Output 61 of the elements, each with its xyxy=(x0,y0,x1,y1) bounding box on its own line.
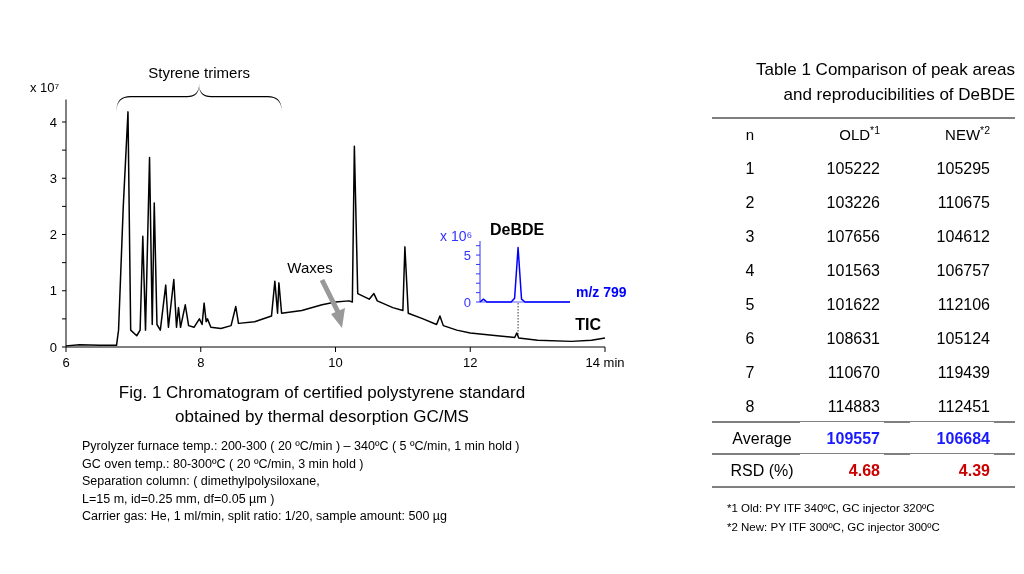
data-label: 106757 xyxy=(936,262,991,279)
y-tick-label: 1 xyxy=(745,160,755,177)
data-label: 106684 xyxy=(936,430,991,447)
y-tick-label: 3 xyxy=(49,170,57,186)
chart-title: Table 1 Comparison of peak areas and reproducibilities of DeBDE xyxy=(756,60,1015,104)
data-label: 114883 xyxy=(827,398,881,415)
y-tick-label: 5 xyxy=(745,296,755,313)
y-tick-label: 5 xyxy=(463,247,471,263)
text: *2 New: PY ITF 300ºC, GC injector 300ºC xyxy=(727,521,940,533)
y-tick-label: 0 xyxy=(463,294,471,310)
x-tick-label: 12 xyxy=(463,355,478,370)
data-label: 105222 xyxy=(826,160,881,177)
y-axis-title: x 10⁷ xyxy=(30,79,60,95)
text: *1 Old: PY ITF 340ºC, GC injector 320ºC xyxy=(727,502,935,514)
data-label: 108631 xyxy=(826,330,881,347)
series-label: TIC xyxy=(575,316,602,333)
y-tick-label: 4 xyxy=(49,114,57,130)
series-label: m/z 799 xyxy=(576,284,627,300)
text: Pyrolyzer furnace temp.: 200-300 ( 20 ºC/min ) – 340ºC ( 5 ºC/min, 1 min hold ) xyxy=(82,439,520,453)
text: Fig. 1 Chromatogram of certified polystyrene standard obtained by thermal desorption GC/MS xyxy=(118,383,526,426)
x-tick-label: NEW$^{*2}$ xyxy=(945,124,991,143)
y-tick-label: 0 xyxy=(49,339,57,355)
y-tick-label: 3 xyxy=(745,228,755,245)
y-tick-label: 7 xyxy=(745,364,755,381)
data-label: 4.39 xyxy=(958,462,991,479)
data-label: 110675 xyxy=(937,194,991,211)
data-label: 4.68 xyxy=(848,462,881,479)
chart-title: DeBDE xyxy=(490,221,545,238)
data-label: 101622 xyxy=(826,296,881,313)
data-label: 101563 xyxy=(826,262,881,279)
data-label: 112451 xyxy=(937,398,991,415)
text: Styrene trimers xyxy=(148,64,250,81)
data-label: 104612 xyxy=(936,228,991,245)
data-label: 119439 xyxy=(937,364,991,381)
x-tick-label: 10 xyxy=(328,355,343,370)
y-tick-label: 2 xyxy=(49,227,57,243)
data-label: 112106 xyxy=(937,296,991,313)
text: L=15 m, id=0.25 mm, df=0.05 µm ) xyxy=(82,491,275,506)
x-tick-label: 8 xyxy=(197,355,205,370)
y-tick-label: 4 xyxy=(745,262,755,279)
x-tick-label: 14 min xyxy=(585,355,625,370)
y-tick-label: 6 xyxy=(745,330,755,347)
data-label: 103226 xyxy=(826,194,881,211)
data-label: 105295 xyxy=(936,160,991,177)
text: Separation column: ( dimethylpolysiloxane, xyxy=(82,474,320,488)
y-tick-label: RSD (%) xyxy=(730,462,794,479)
annotation: Waxes xyxy=(287,259,333,276)
y-tick-label: 2 xyxy=(745,194,755,211)
data-label: 109557 xyxy=(826,430,881,447)
y-axis-title: x 10⁶ xyxy=(440,228,473,244)
y-axis-title: n xyxy=(745,126,755,143)
y-tick-label: 8 xyxy=(745,398,755,415)
y-tick-label: Average xyxy=(732,430,792,447)
data-label: 110670 xyxy=(827,364,881,381)
text: Carrier gas: He, 1 ml/min, split ratio: 1/20, sample amount: 500 µg xyxy=(82,509,448,523)
y-tick-label: 1 xyxy=(49,283,57,299)
data-label: 105124 xyxy=(936,330,991,347)
data-label: 107656 xyxy=(826,228,881,245)
x-tick-label: 6 xyxy=(62,355,70,370)
x-tick-label: OLD$^{*1}$ xyxy=(839,124,881,143)
text: GC oven temp.: 80-300ºC ( 20 ºC/min, 3 min hold ) xyxy=(82,456,364,471)
